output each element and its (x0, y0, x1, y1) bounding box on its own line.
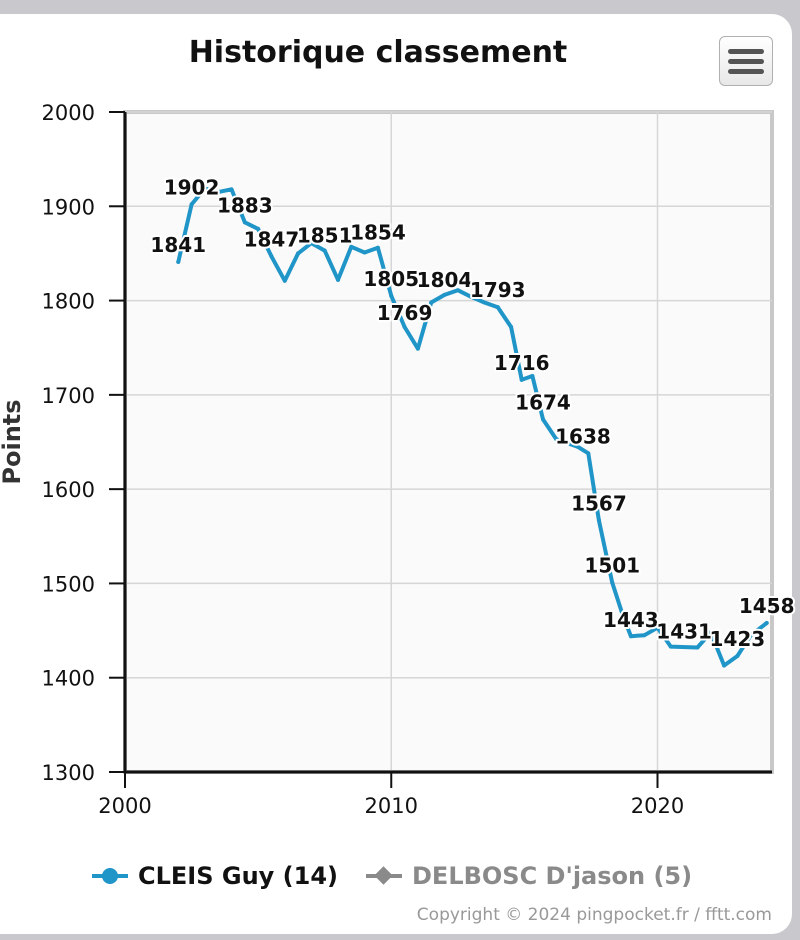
data-point (202, 186, 207, 191)
data-point (402, 324, 407, 329)
legend-item-cleis[interactable]: CLEIS Guy (14) (92, 858, 338, 894)
data-point (256, 226, 261, 231)
data-point (455, 288, 460, 293)
axes: 1300 1400 1500 1600 1700 1800 1900 2000 2000 2010… (42, 101, 772, 818)
data-point (541, 417, 546, 422)
data-label: 1458 (739, 594, 795, 618)
data-label: 1423 (710, 627, 766, 651)
data-label: 1638 (555, 424, 611, 448)
data-point (415, 346, 420, 351)
data-point (735, 654, 740, 659)
data-point (519, 377, 524, 382)
data-point (429, 300, 434, 305)
legend-item-delbosc[interactable]: DELBOSC D'jason (5) (366, 858, 692, 894)
data-point (189, 202, 194, 207)
data-point (349, 244, 354, 249)
data-point (596, 518, 601, 523)
data-point (695, 645, 700, 650)
legend-label: DELBOSC D'jason (5) (412, 862, 693, 890)
data-point (764, 621, 769, 626)
y-axis-label: Points (0, 399, 26, 484)
data-label: 1793 (470, 278, 526, 302)
data-point (269, 254, 274, 259)
plot-area (123, 110, 774, 774)
data-point (282, 278, 287, 283)
y-tick-label: 1800 (42, 290, 95, 314)
data-point (309, 241, 314, 246)
data-point (722, 663, 727, 668)
legend-label: CLEIS Guy (14) (138, 862, 338, 890)
data-point (296, 251, 301, 256)
y-tick-label: 1700 (42, 384, 95, 408)
data-point (362, 250, 367, 255)
data-point (469, 294, 474, 299)
data-label: 1567 (571, 491, 627, 515)
data-point (242, 220, 247, 225)
data-label: 1902 (164, 175, 220, 199)
legend-series-marker (366, 858, 402, 894)
copyright-text: Copyright © 2024 pingpocket.fr / fftt.co… (416, 905, 772, 925)
legend-series-marker (92, 858, 128, 894)
data-point (375, 245, 380, 250)
y-tick-label: 2000 (42, 101, 95, 125)
data-point (176, 259, 181, 264)
data-point (748, 633, 753, 638)
data-label: 1851 (297, 223, 353, 247)
data-label: 1501 (584, 553, 640, 577)
data-point (628, 634, 633, 639)
hamburger-menu-icon[interactable] (719, 36, 773, 86)
chart-title: Historique classement (189, 35, 568, 70)
plot-background (123, 110, 774, 774)
data-point (509, 324, 514, 329)
data-label: 1841 (150, 233, 206, 257)
legend: CLEIS Guy (14) DELBOSC D'jason (5) (0, 858, 800, 894)
data-point (216, 190, 221, 195)
data-point (442, 292, 447, 297)
data-label: 1804 (417, 268, 473, 292)
data-point (554, 437, 559, 442)
data-point (229, 187, 234, 192)
data-point (336, 277, 341, 282)
data-point (530, 374, 535, 378)
y-tick-label: 1600 (42, 478, 95, 502)
data-label: 1431 (656, 619, 712, 643)
data-point (389, 293, 394, 298)
data-label: 1674 (515, 390, 571, 414)
grid (125, 111, 772, 773)
data-label: 1854 (350, 221, 406, 245)
data-point (586, 451, 591, 456)
data-point (620, 613, 625, 618)
data-point (482, 300, 487, 305)
data-point (642, 633, 647, 638)
data-point (668, 644, 673, 649)
data-label: 1443 (603, 608, 659, 632)
x-tick-label: 2010 (365, 794, 418, 818)
data-point (495, 305, 500, 310)
x-tick-label: 2000 (98, 794, 151, 818)
data-point (708, 630, 713, 635)
y-tick-label: 1400 (42, 667, 95, 691)
data-label: 1805 (363, 267, 419, 291)
data-point (575, 444, 580, 449)
series-group (176, 186, 769, 668)
data-point (610, 580, 615, 585)
data-label: 1847 (244, 227, 300, 251)
data-label: 1716 (494, 351, 550, 375)
data-point (322, 248, 327, 253)
y-tick-label: 1900 (42, 195, 95, 219)
y-tick-label: 1300 (42, 761, 95, 785)
y-tick-label: 1500 (42, 572, 95, 596)
data-label: 1883 (217, 193, 273, 217)
data-point (655, 625, 660, 630)
data-label: 1769 (377, 301, 433, 325)
x-tick-label: 2020 (631, 794, 684, 818)
